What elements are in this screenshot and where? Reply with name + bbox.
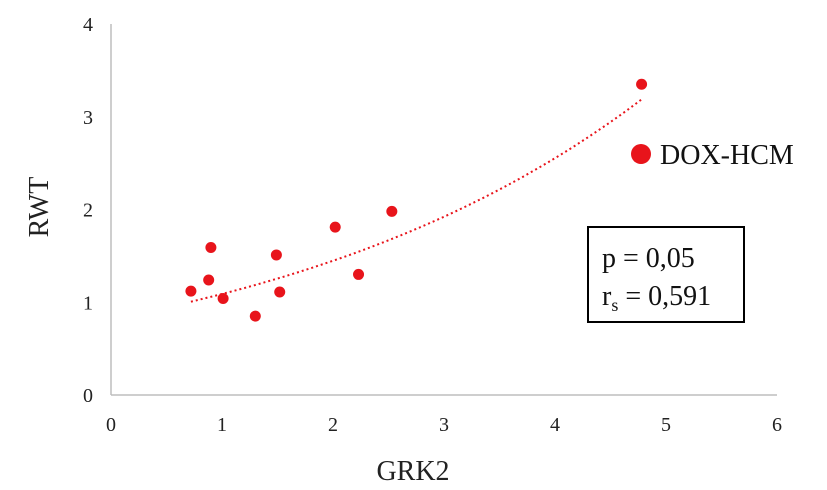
x-tick-label: 0 [106,414,116,436]
x-tick-label: 6 [772,414,782,436]
legend-marker [631,144,651,164]
data-point [249,310,261,322]
data-point [329,221,341,233]
legend-label: DOX-HCM [660,140,794,171]
x-tick-labels: 0 1 2 3 4 5 6 [106,414,782,436]
data-point [217,293,229,305]
data-point [185,285,197,297]
data-point [205,242,217,254]
trendline [190,98,643,303]
y-tick-label: 1 [83,292,93,314]
data-point [274,286,286,298]
rs-value: = 0,591 [618,281,711,312]
rs-label: r [602,281,612,312]
x-tick-label: 1 [217,414,227,436]
data-point [636,78,648,90]
data-points [185,78,648,322]
rs-value-text: rs = 0,591 [602,281,711,315]
data-point [203,274,215,286]
y-tick-label: 2 [83,200,93,222]
y-axis-title: RWT [24,177,55,238]
stats-annotation-box: p = 0,05 rs = 0,591 [587,226,745,323]
data-point [386,205,398,217]
data-point [353,268,365,280]
stats-box-border [587,226,745,323]
x-tick-label: 3 [439,414,449,436]
y-tick-labels: 0 1 2 3 4 [83,14,93,407]
x-axis-title: GRK2 [376,456,449,487]
rs-subscript: s [611,295,618,315]
y-tick-label: 3 [83,107,93,129]
p-value-text: p = 0,05 [602,243,695,274]
data-point [270,249,282,261]
x-tick-label: 4 [550,414,560,436]
x-tick-label: 5 [661,414,671,436]
legend: DOX-HCM [631,140,794,171]
y-tick-label: 4 [83,14,93,36]
x-tick-label: 2 [328,414,338,436]
y-tick-label: 0 [83,385,93,407]
